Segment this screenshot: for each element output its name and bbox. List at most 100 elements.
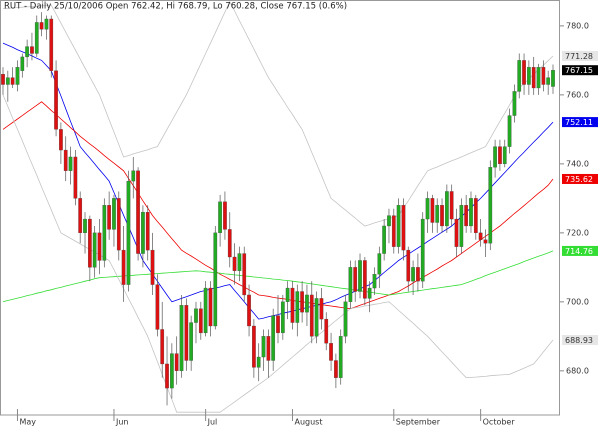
candle-body xyxy=(305,294,309,313)
candle-body xyxy=(498,146,502,165)
candle-body xyxy=(30,46,34,54)
candle-layer xyxy=(1,12,555,406)
candle-body xyxy=(155,284,160,330)
candle-body xyxy=(473,198,478,234)
candle-body xyxy=(54,70,58,130)
candle-body xyxy=(208,287,213,327)
candle-body xyxy=(1,74,5,85)
candle-body xyxy=(420,218,425,282)
candle-body xyxy=(300,291,304,313)
candle-body xyxy=(242,253,247,296)
candle-body xyxy=(541,67,546,85)
last-value-box xyxy=(562,335,598,346)
candle-body xyxy=(401,205,406,251)
last-value-label: 752.11 xyxy=(565,118,593,127)
last-value-box xyxy=(562,117,598,128)
candle-body xyxy=(141,212,145,254)
candle-body xyxy=(189,322,194,361)
candle-body xyxy=(425,198,430,220)
candle-body xyxy=(348,267,353,302)
candle-body xyxy=(358,260,362,292)
candle-body xyxy=(362,260,367,299)
candle-body xyxy=(213,232,218,327)
candle-body xyxy=(121,249,126,285)
last-value-label: 714.76 xyxy=(565,247,593,256)
last-value-label: 767.15 xyxy=(565,66,593,75)
candle-body xyxy=(25,46,29,58)
candle-body xyxy=(97,232,102,261)
candle-body xyxy=(469,198,473,227)
candle-body xyxy=(309,294,314,337)
last-value-box xyxy=(562,50,598,61)
candle-body xyxy=(218,201,222,234)
candle-body xyxy=(63,149,68,171)
candle-body xyxy=(445,191,449,227)
candle-body xyxy=(372,274,377,289)
candle-body xyxy=(261,336,266,358)
axis-layer: 780.0 760.0 740.0 720.0 700.0 680.0 May Jun Jul A… xyxy=(16,21,598,427)
candle-body xyxy=(406,249,411,282)
candle-body xyxy=(478,232,483,240)
candle-body xyxy=(527,67,531,85)
x-tick-label: May xyxy=(19,418,36,427)
candle-body xyxy=(295,291,300,323)
candle-body xyxy=(170,353,174,389)
candle-body xyxy=(237,253,242,271)
candle-body xyxy=(10,77,15,85)
candle-body xyxy=(319,298,324,320)
candle-body xyxy=(136,170,140,254)
candle-body xyxy=(184,305,189,361)
candle-body xyxy=(112,198,116,230)
x-tick-label: August xyxy=(294,418,322,427)
candle-body xyxy=(343,301,348,337)
candle-body xyxy=(522,60,526,85)
candle-body xyxy=(266,336,271,361)
candle-body xyxy=(430,198,435,223)
candle-body xyxy=(271,315,276,361)
candle-body xyxy=(165,363,169,389)
candle-body xyxy=(464,205,469,227)
candle-body xyxy=(377,253,382,275)
candle-body xyxy=(198,308,203,334)
x-tick-label: September xyxy=(396,418,441,427)
candle-body xyxy=(20,56,25,71)
candle-body xyxy=(536,67,541,89)
x-tick-label: Jun xyxy=(115,418,128,427)
candle-body xyxy=(546,77,551,85)
candle-body xyxy=(59,129,63,151)
candle-body xyxy=(367,287,372,299)
last-value-label: 771.28 xyxy=(565,52,593,61)
candle-body xyxy=(338,336,343,378)
candle-body xyxy=(329,343,333,361)
candle-body xyxy=(256,356,261,368)
overlay-line xyxy=(2,250,554,303)
last-value-box xyxy=(562,245,598,256)
overlay-line xyxy=(2,0,554,227)
last-value-box xyxy=(562,173,598,184)
candle-body xyxy=(247,294,251,327)
candle-body xyxy=(179,305,184,371)
candle-body xyxy=(126,180,131,285)
candle-body xyxy=(276,315,280,334)
candle-body xyxy=(551,70,555,87)
last-value-label: 688.93 xyxy=(565,336,593,345)
candle-body xyxy=(507,115,512,147)
candle-body xyxy=(353,267,358,292)
candle-body xyxy=(334,360,338,378)
candle-body xyxy=(194,308,198,323)
candle-body xyxy=(435,205,440,223)
y-tick-label: 700.0 xyxy=(566,297,589,306)
candle-body xyxy=(87,218,92,268)
candle-body xyxy=(92,232,97,268)
candle-body xyxy=(416,267,420,282)
candle-body xyxy=(382,225,386,254)
candle-body xyxy=(493,146,497,168)
candle-body xyxy=(15,67,20,85)
candle-body xyxy=(459,205,464,247)
candle-body xyxy=(78,198,83,234)
candle-body xyxy=(290,287,295,323)
x-tick-label: October xyxy=(483,418,516,427)
y-tick-label: 760.0 xyxy=(566,90,589,99)
candle-body xyxy=(483,239,488,244)
